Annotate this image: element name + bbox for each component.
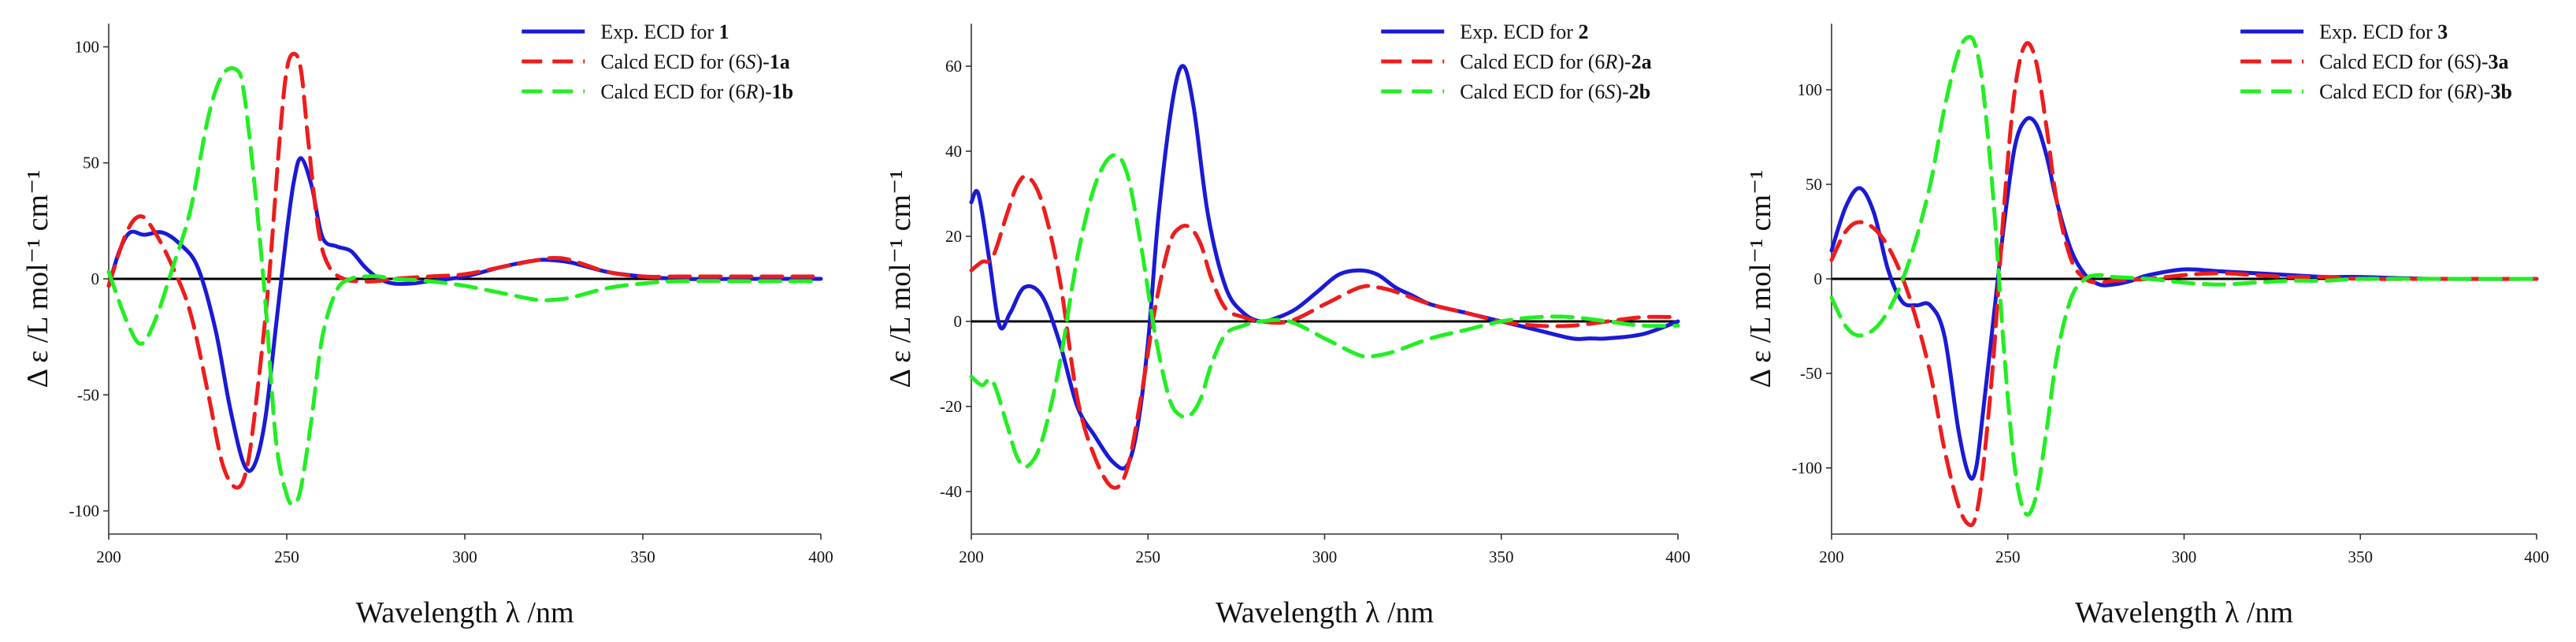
legend-label: Exp. ECD for 3 (2319, 20, 2448, 43)
y-axis-title: Δ ε /L mol⁻¹ cm⁻¹ (21, 169, 54, 388)
y-tick-label: 100 (1798, 80, 1823, 99)
y-tick-label: -100 (69, 502, 100, 521)
x-tick-label: 200 (96, 547, 121, 566)
legend-label: Exp. ECD for 1 (600, 20, 729, 43)
chart-panel-2: -40 -20 0 20 40 60 200 250 300 350 400 Wavelength λ… (884, 20, 1691, 629)
y-tick-label: 20 (945, 227, 962, 246)
legend-label: Exp. ECD for 2 (1460, 20, 1588, 43)
series-line-3 (106, 65, 823, 507)
y-tick-label: 0 (954, 312, 963, 331)
legend-label: Calcd ECD for (6R)-3b (2319, 80, 2512, 103)
series-line-2 (969, 173, 1680, 490)
legend: Exp. ECD for 2 Calcd ECD for (6R)-2a Calcd… (1381, 20, 1652, 103)
series-line-2 (1829, 41, 2539, 528)
x-axis-title: Wavelength λ /nm (1216, 596, 1434, 629)
x-axis-title: Wavelength λ /nm (2075, 596, 2293, 629)
y-tick-label: -40 (940, 482, 962, 501)
x-axis-title: Wavelength λ /nm (355, 596, 573, 629)
series-line-1 (1829, 116, 2539, 481)
x-tick-label: 400 (1665, 547, 1691, 566)
x-tick-label: 250 (1995, 547, 2021, 566)
y-tick-label: -50 (77, 385, 99, 404)
y-tick-label: 40 (945, 142, 962, 161)
chart-panel-1: -100 -50 0 50 100 200 250 300 350 400 Wavelength λ… (21, 20, 833, 629)
legend-label: Calcd ECD for (6R)-2a (1460, 50, 1651, 73)
y-tick-label: -20 (940, 397, 962, 416)
x-tick-label: 400 (808, 547, 833, 566)
y-tick-label: -100 (1792, 458, 1823, 477)
x-tick-label: 350 (630, 547, 655, 566)
x-tick-label: 350 (2348, 547, 2374, 566)
y-axis-title: Δ ε /L mol⁻¹ cm⁻¹ (1744, 169, 1777, 388)
x-tick-label: 300 (2172, 547, 2197, 566)
legend-label: Calcd ECD for (6S)-3a (2319, 50, 2508, 73)
series-line-3 (969, 153, 1680, 469)
x-tick-label: 400 (2524, 547, 2549, 566)
series-line-2 (106, 51, 823, 490)
x-tick-label: 250 (1136, 547, 1161, 566)
y-tick-label: 60 (945, 57, 962, 76)
y-axis-title: Δ ε /L mol⁻¹ cm⁻¹ (884, 169, 917, 388)
y-tick-label: 0 (91, 269, 100, 288)
x-tick-label: 250 (274, 547, 299, 566)
x-tick-label: 300 (452, 547, 477, 566)
legend-label: Calcd ECD for (6S)-2b (1460, 80, 1650, 103)
x-tick-label: 200 (1819, 547, 1844, 566)
series-line-3 (1829, 35, 2539, 517)
legend: Exp. ECD for 3 Calcd ECD for (6S)-3a Calcd… (2240, 20, 2512, 103)
y-tick-label: 50 (83, 154, 99, 173)
series-line-1 (106, 156, 823, 473)
x-tick-label: 200 (959, 547, 984, 566)
y-tick-label: 0 (1814, 269, 1823, 288)
x-tick-label: 350 (1489, 547, 1514, 566)
legend-label: Calcd ECD for (6S)-1a (600, 50, 789, 73)
chart-panel-3: -100 -50 0 50 100 200 250 300 350 400 Wavelength λ… (1744, 20, 2549, 629)
series-line-1 (969, 64, 1680, 471)
y-tick-label: -50 (1800, 364, 1822, 383)
legend-label: Calcd ECD for (6R)-1b (600, 80, 793, 103)
x-tick-label: 300 (1312, 547, 1338, 566)
y-tick-label: 100 (75, 37, 100, 56)
y-tick-label: 50 (1806, 175, 1822, 194)
legend: Exp. ECD for 1 Calcd ECD for (6S)-1a Calcd… (522, 20, 793, 103)
